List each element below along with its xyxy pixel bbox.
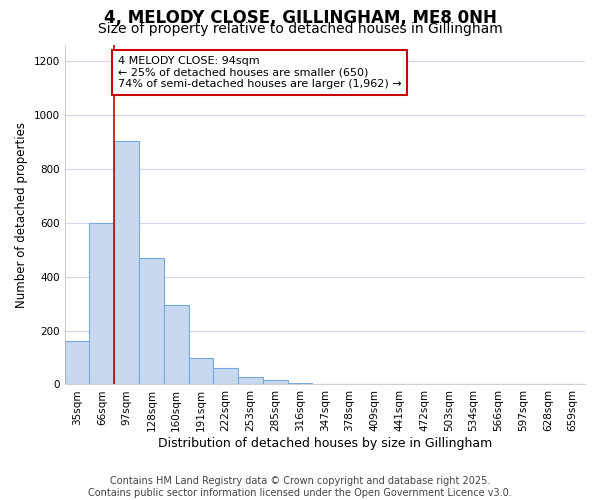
Text: 4 MELODY CLOSE: 94sqm
← 25% of detached houses are smaller (650)
74% of semi-det: 4 MELODY CLOSE: 94sqm ← 25% of detached … [118, 56, 401, 89]
Bar [65, 342, 89, 384]
Bar [188, 358, 214, 384]
Bar [89, 223, 114, 384]
Text: 4, MELODY CLOSE, GILLINGHAM, ME8 0NH: 4, MELODY CLOSE, GILLINGHAM, ME8 0NH [104, 9, 496, 27]
Bar [214, 368, 238, 384]
Bar [139, 258, 164, 384]
Bar [287, 383, 313, 384]
Text: Size of property relative to detached houses in Gillingham: Size of property relative to detached ho… [98, 22, 502, 36]
Bar [114, 140, 139, 384]
Y-axis label: Number of detached properties: Number of detached properties [15, 122, 28, 308]
Bar [263, 380, 287, 384]
Text: Contains HM Land Registry data © Crown copyright and database right 2025.
Contai: Contains HM Land Registry data © Crown c… [88, 476, 512, 498]
X-axis label: Distribution of detached houses by size in Gillingham: Distribution of detached houses by size … [158, 437, 492, 450]
Bar [238, 377, 263, 384]
Bar [164, 305, 188, 384]
